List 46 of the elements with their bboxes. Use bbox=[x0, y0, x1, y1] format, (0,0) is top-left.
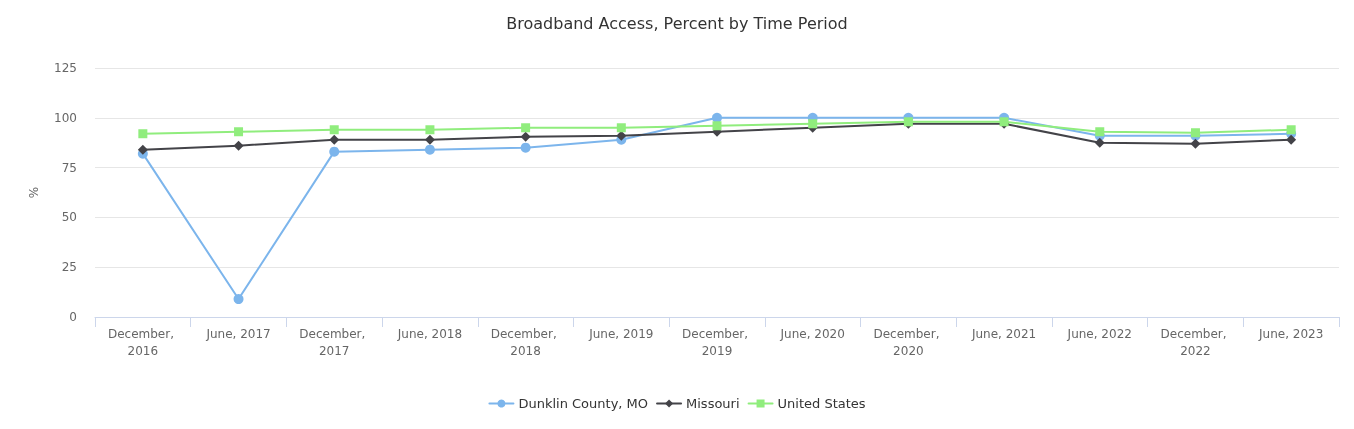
point bbox=[233, 140, 244, 151]
point bbox=[1190, 138, 1201, 149]
point bbox=[1094, 137, 1105, 148]
point bbox=[329, 125, 339, 135]
y-tick-label: 50 bbox=[61, 210, 77, 225]
x-tick-label: December, 2022 bbox=[1160, 326, 1231, 358]
y-tick-label: 0 bbox=[69, 310, 77, 324]
point bbox=[233, 294, 244, 305]
y-tick-label: 25 bbox=[61, 260, 77, 275]
point bbox=[712, 121, 722, 131]
x-tick-label: June, 2021 bbox=[970, 326, 1037, 341]
y-tick-label: 100 bbox=[54, 110, 77, 125]
legend-label: Missouri bbox=[686, 396, 740, 411]
x-tick-label: December, 2016 bbox=[107, 326, 178, 358]
x-tick-label: December, 2017 bbox=[299, 326, 370, 358]
point bbox=[234, 127, 244, 137]
point bbox=[137, 144, 148, 155]
x-tick-label: June, 2018 bbox=[396, 326, 463, 341]
legend-label: United States bbox=[777, 396, 866, 411]
chart-title: Broadband Access, Percent by Time Period bbox=[506, 13, 848, 33]
x-tick-label: June, 2022 bbox=[1066, 326, 1132, 341]
point bbox=[138, 129, 148, 139]
x-tick-label: December, 2019 bbox=[682, 326, 752, 358]
point bbox=[1286, 125, 1296, 135]
y-tick-label: 75 bbox=[61, 160, 77, 175]
point bbox=[1095, 127, 1105, 137]
x-tick-label: December, 2020 bbox=[873, 326, 944, 358]
point bbox=[424, 144, 435, 155]
x-tick-label: June, 2020 bbox=[779, 326, 845, 341]
y-tick-label: 125 bbox=[54, 61, 77, 75]
point bbox=[616, 123, 626, 133]
y-axis-title: % bbox=[27, 186, 41, 199]
point bbox=[329, 146, 340, 157]
point bbox=[520, 142, 531, 153]
point bbox=[520, 131, 531, 142]
x-tick-label: June, 2019 bbox=[588, 326, 654, 341]
point bbox=[424, 134, 435, 145]
x-tick-label: December, 2018 bbox=[490, 326, 561, 358]
point bbox=[521, 123, 531, 133]
point bbox=[329, 134, 340, 145]
legend-label: Dunklin County, MO bbox=[518, 396, 649, 411]
point bbox=[425, 125, 435, 135]
x-tick-label: June, 2017 bbox=[205, 326, 271, 341]
x-tick-label: June, 2023 bbox=[1258, 326, 1324, 341]
point bbox=[1286, 134, 1297, 145]
point bbox=[808, 119, 818, 129]
